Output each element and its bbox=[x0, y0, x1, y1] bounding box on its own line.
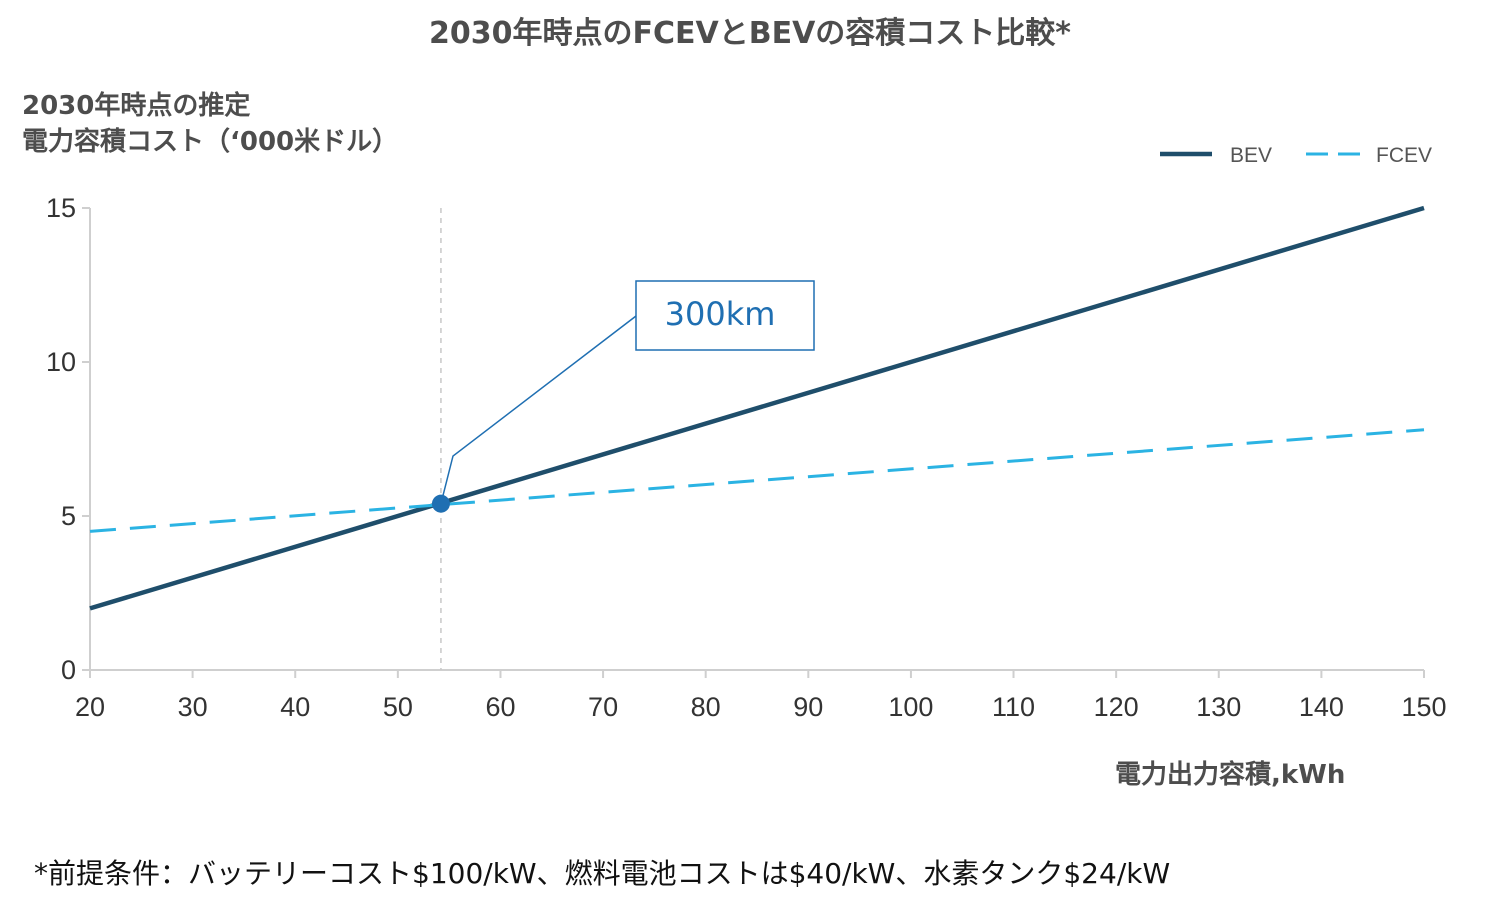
x-tick-label: 140 bbox=[1299, 692, 1344, 722]
x-tick-label: 30 bbox=[178, 692, 208, 722]
x-tick-label: 150 bbox=[1401, 692, 1446, 722]
x-axis-label: 電力出力容積,kWh bbox=[1115, 760, 1346, 790]
x-tick-label: 110 bbox=[992, 692, 1035, 722]
x-tick-label: 130 bbox=[1196, 692, 1241, 722]
footnote: *前提条件：バッテリーコスト$100/kW、燃料電池コストは$40/kW、水素タ… bbox=[34, 857, 1171, 890]
y-tick-label: 5 bbox=[61, 501, 76, 531]
x-tick-label: 50 bbox=[383, 692, 413, 722]
y-axis-label-line1: 2030年時点の推定 bbox=[22, 91, 251, 121]
series-line-bev bbox=[89, 205, 1425, 611]
y-tick-label: 10 bbox=[46, 347, 76, 377]
x-tick-label: 100 bbox=[888, 692, 933, 722]
y-tick-label: 0 bbox=[61, 655, 76, 685]
y-axis-label: 2030年時点の推定 電力容積コスト（‘000米ドル） bbox=[22, 88, 398, 160]
y-axis-label-line2: 電力容積コスト（‘000米ドル） bbox=[22, 127, 399, 157]
x-tick-label: 70 bbox=[588, 692, 618, 722]
chart-title: 2030年時点のFCEVとBEVの容積コスト比較* bbox=[429, 16, 1071, 51]
x-tick-label: 20 bbox=[75, 692, 105, 722]
annotation-label: 300km bbox=[665, 295, 776, 333]
legend-label-bev: BEV bbox=[1230, 144, 1272, 167]
legend-label-fcev: FCEV bbox=[1376, 144, 1432, 167]
x-tick-label: 80 bbox=[691, 692, 721, 722]
x-tick-label: 60 bbox=[485, 692, 515, 722]
series-line-fcev bbox=[89, 428, 1425, 533]
x-tick-label: 40 bbox=[280, 692, 310, 722]
y-tick-label: 15 bbox=[46, 193, 76, 223]
x-tick-label: 90 bbox=[793, 692, 823, 722]
annotation-leader-line bbox=[440, 315, 637, 504]
annotation-box bbox=[635, 280, 815, 351]
x-tick-label: 120 bbox=[1094, 692, 1139, 722]
intersection-marker bbox=[431, 494, 450, 513]
